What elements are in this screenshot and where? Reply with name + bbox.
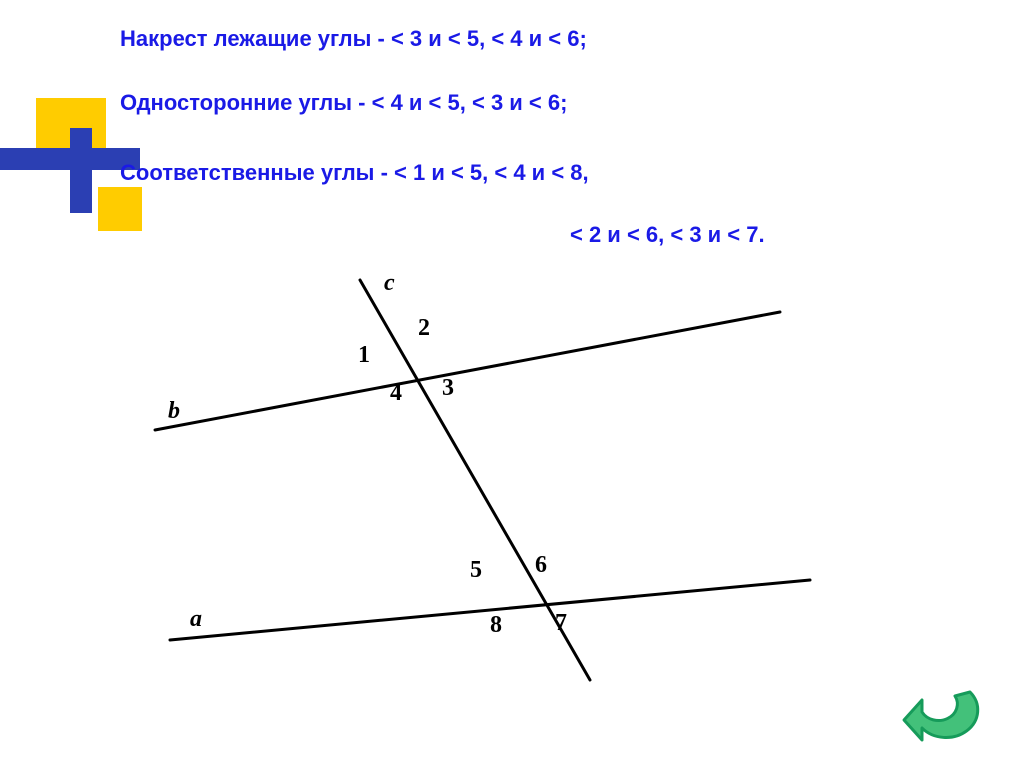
angle-label-8: 8 bbox=[490, 612, 502, 639]
line-b bbox=[155, 312, 780, 430]
line-label-a: a bbox=[190, 606, 202, 633]
angle-label-2: 2 bbox=[418, 315, 430, 342]
angles-diagram bbox=[0, 0, 1024, 768]
return-arrow-icon[interactable] bbox=[900, 680, 990, 750]
angle-label-3: 3 bbox=[442, 375, 454, 402]
angle-label-1: 1 bbox=[358, 342, 370, 369]
angle-label-4: 4 bbox=[390, 380, 402, 407]
angle-label-5: 5 bbox=[470, 557, 482, 584]
angle-label-7: 7 bbox=[555, 610, 567, 637]
angle-label-6: 6 bbox=[535, 552, 547, 579]
line-label-b: b bbox=[168, 398, 180, 425]
line-label-c: c bbox=[384, 270, 395, 297]
